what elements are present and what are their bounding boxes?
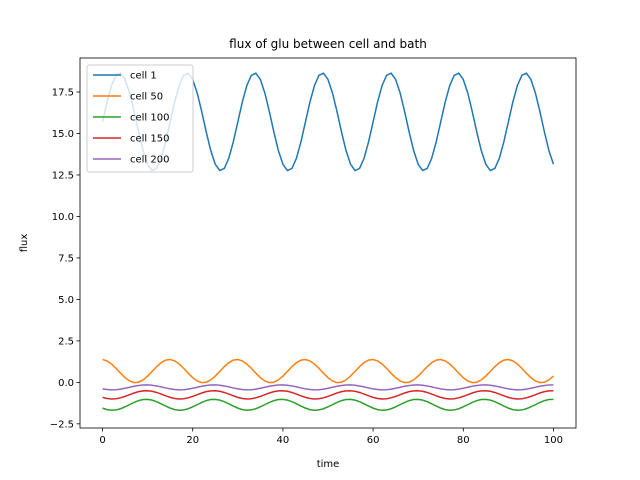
x-tick-label: 0	[99, 435, 105, 446]
x-tick-label: 20	[186, 435, 199, 446]
legend: cell 1 cell 50 cell 100 cell 150 cell 200	[86, 64, 194, 173]
legend-box	[86, 64, 194, 173]
y-tick-label: 15.0	[52, 129, 74, 140]
chart-title: flux of glu between cell and bath	[229, 37, 427, 51]
y-tick-label: 17.5	[52, 88, 74, 99]
x-tick-label: 40	[277, 435, 290, 446]
legend-label: cell 200	[130, 155, 169, 166]
y-tick-label: 10.0	[52, 212, 74, 223]
legend-label: cell 150	[130, 134, 169, 145]
y-tick-label: 0.0	[58, 378, 74, 389]
x-axis-label: time	[317, 459, 340, 470]
x-tick-label: 80	[457, 435, 470, 446]
legend-label: cell 100	[130, 113, 169, 124]
y-tick-label: 5.0	[58, 295, 74, 306]
y-axis-label: flux	[19, 234, 30, 253]
y-axis: −2.5 0.0 2.5 5.0 7.5 10.0 12.5 15.0 17.5	[50, 88, 80, 430]
series-line-cell-100	[102, 398, 554, 411]
x-tick-label: 100	[544, 435, 563, 446]
series-line-cell-50	[102, 358, 554, 384]
series-line-cell-150	[102, 389, 554, 400]
y-tick-label: 2.5	[58, 336, 74, 347]
legend-label: cell 1	[130, 71, 157, 82]
y-tick-label: 12.5	[52, 170, 74, 181]
x-axis: 0 20 40 60 80 100	[99, 428, 563, 446]
y-tick-label: 7.5	[58, 253, 74, 264]
series-line-cell-200	[102, 384, 554, 391]
axes-frame	[79, 57, 577, 429]
legend-label: cell 50	[130, 92, 163, 103]
x-tick-label: 60	[367, 435, 380, 446]
y-tick-label: −2.5	[50, 419, 74, 430]
